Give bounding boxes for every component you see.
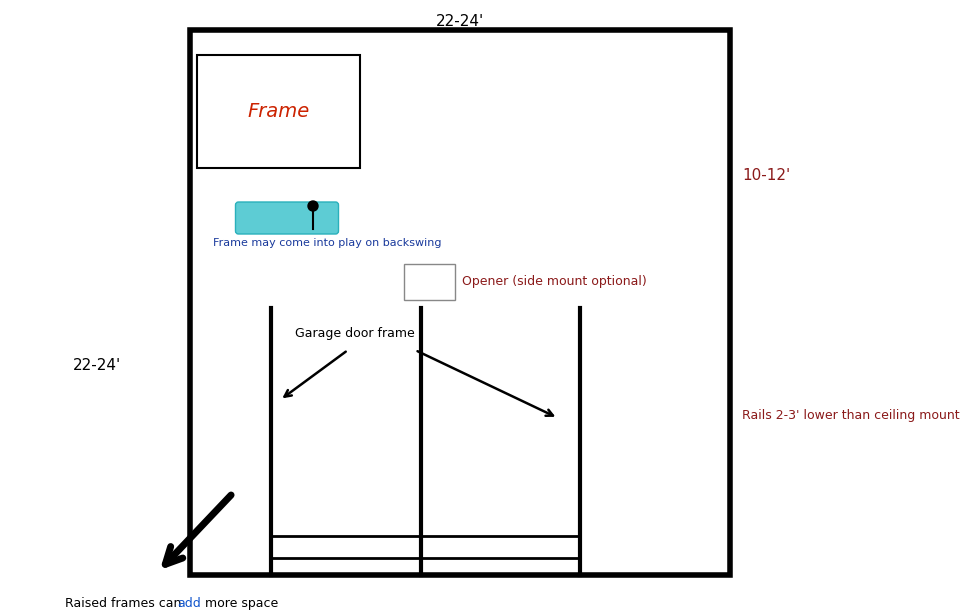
Bar [190, 30, 730, 575]
Text: 22-24': 22-24' [73, 357, 122, 373]
Text: 10-12': 10-12' [742, 168, 790, 182]
Text: Frame: Frame [248, 102, 310, 121]
Text: Garage door frame: Garage door frame [295, 326, 415, 339]
Text: Frame may come into play on backswing: Frame may come into play on backswing [213, 238, 441, 248]
Text: Rails 2-3' lower than ceiling mount: Rails 2-3' lower than ceiling mount [742, 408, 959, 421]
Bar [404, 264, 455, 300]
Text: more space: more space [201, 597, 278, 610]
Text: add: add [177, 597, 201, 610]
Text: 22-24': 22-24' [435, 14, 484, 29]
Circle shape [308, 201, 318, 211]
FancyBboxPatch shape [235, 202, 338, 234]
Text: Raised frames can: Raised frames can [65, 597, 186, 610]
Bar [197, 55, 360, 168]
Text: Opener (side mount optional): Opener (side mount optional) [462, 275, 646, 288]
